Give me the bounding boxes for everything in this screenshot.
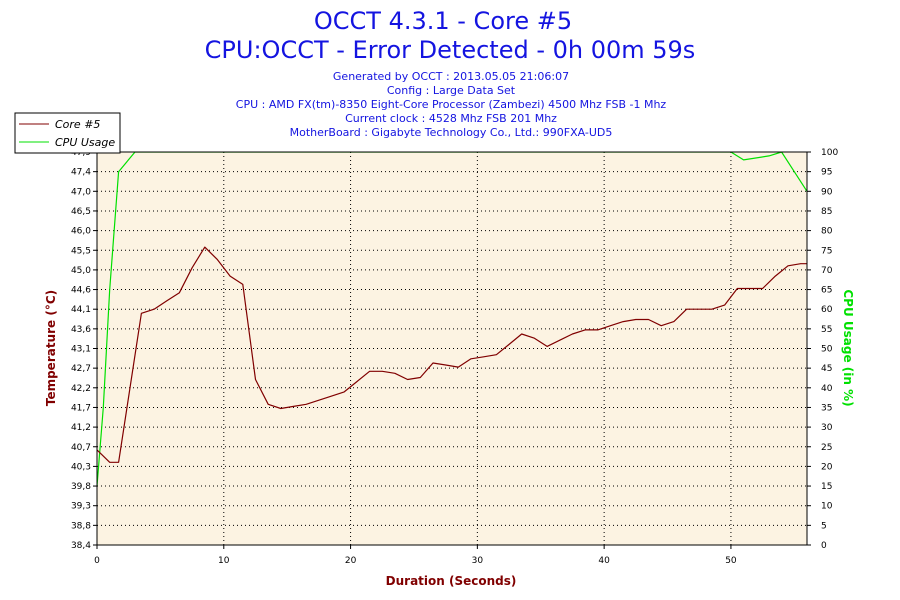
x-axis-label: Duration (Seconds) — [386, 574, 517, 588]
info-line-clock: Current clock : 4528 Mhz FSB 201 Mhz — [345, 112, 557, 125]
left-tick-label: 41,2 — [71, 423, 91, 433]
right-tick-label: 35 — [821, 403, 832, 413]
gridlines — [97, 152, 807, 545]
right-tick-label: 80 — [821, 227, 833, 237]
legend-box — [14, 112, 121, 154]
left-tick-label: 39,8 — [71, 482, 91, 492]
left-axis-label: Temperature (°C) — [44, 290, 58, 406]
left-tick-label: 47,0 — [71, 187, 91, 197]
right-tick-label: 50 — [821, 345, 833, 355]
right-tick-label: 85 — [821, 207, 832, 217]
legend: Core #5 CPU Usage — [14, 112, 121, 154]
left-tick-label: 40,7 — [71, 443, 91, 453]
series-layer — [97, 152, 807, 487]
right-tick-label: 15 — [821, 482, 832, 492]
right-tick-label: 70 — [821, 266, 833, 276]
info-line-cpu: CPU : AMD FX(tm)-8350 Eight-Core Process… — [236, 98, 667, 111]
left-tick-label: 40,3 — [71, 462, 91, 472]
right-tick-label: 95 — [821, 168, 832, 178]
right-tick-label: 5 — [821, 521, 827, 531]
right-tick-label: 75 — [821, 246, 832, 256]
left-tick-label: 46,0 — [71, 227, 91, 237]
right-tick-label: 65 — [821, 286, 832, 296]
legend-label-cpu-usage: CPU Usage — [55, 136, 115, 149]
right-tick-label: 0 — [821, 541, 827, 551]
left-tick-label: 47,4 — [71, 168, 91, 178]
left-tick-label: 42,2 — [71, 384, 91, 394]
x-tick-label: 10 — [218, 556, 230, 566]
right-tick-label: 90 — [821, 187, 833, 197]
info-line-config: Config : Large Data Set — [387, 84, 516, 97]
plot-area — [97, 152, 807, 545]
right-tick-label: 40 — [821, 384, 833, 394]
left-tick-label: 42,7 — [71, 364, 91, 374]
x-tick-label: 30 — [472, 556, 484, 566]
left-tick-label: 44,1 — [71, 305, 91, 315]
right-tick-label: 45 — [821, 364, 832, 374]
right-tick-label: 55 — [821, 325, 832, 335]
left-axis-ticks: 38,4 38,8 39,3 39,8 40,3 40,7 41,2 41,7 42,2 42,7… — [71, 148, 97, 551]
left-tick-label: 45,0 — [71, 266, 91, 276]
left-tick-label: 43,6 — [71, 325, 91, 335]
series-line-core5 — [97, 246, 807, 463]
right-tick-label: 20 — [821, 462, 833, 472]
right-axis-ticks: 0 5 10 15 20 25 30 35 40 45 50 55 60 65 70 75 80 85 90 95 10… — [807, 148, 838, 551]
right-tick-label: 25 — [821, 443, 832, 453]
right-tick-label: 100 — [821, 148, 838, 158]
left-tick-label: 43,1 — [71, 345, 91, 355]
info-line-generated: Generated by OCCT : 2013.05.05 21:06:07 — [333, 70, 569, 83]
info-line-motherboard: MotherBoard : Gigabyte Technology Co., L… — [290, 126, 613, 139]
x-tick-label: 50 — [725, 556, 737, 566]
left-tick-label: 38,8 — [71, 521, 91, 531]
legend-label-core5: Core #5 — [55, 118, 100, 131]
left-tick-label: 41,7 — [71, 403, 91, 413]
chart-subtitle: CPU:OCCT - Error Detected - 0h 00m 59s — [205, 36, 696, 64]
x-tick-label: 0 — [94, 556, 100, 566]
right-tick-label: 30 — [821, 423, 833, 433]
right-tick-label: 10 — [821, 502, 833, 512]
left-tick-label: 44,6 — [71, 286, 91, 296]
left-tick-label: 45,5 — [71, 246, 91, 256]
x-tick-label: 40 — [598, 556, 610, 566]
left-tick-label: 39,3 — [71, 502, 91, 512]
right-tick-label: 60 — [821, 305, 833, 315]
x-axis-ticks: 0 10 20 30 40 50 — [94, 545, 737, 566]
left-tick-label: 46,5 — [71, 207, 91, 217]
chart-title: OCCT 4.3.1 - Core #5 — [314, 7, 572, 35]
right-axis-label: CPU Usage (in %) — [841, 289, 855, 406]
left-tick-label: 38,4 — [71, 541, 91, 551]
x-tick-label: 20 — [345, 556, 357, 566]
